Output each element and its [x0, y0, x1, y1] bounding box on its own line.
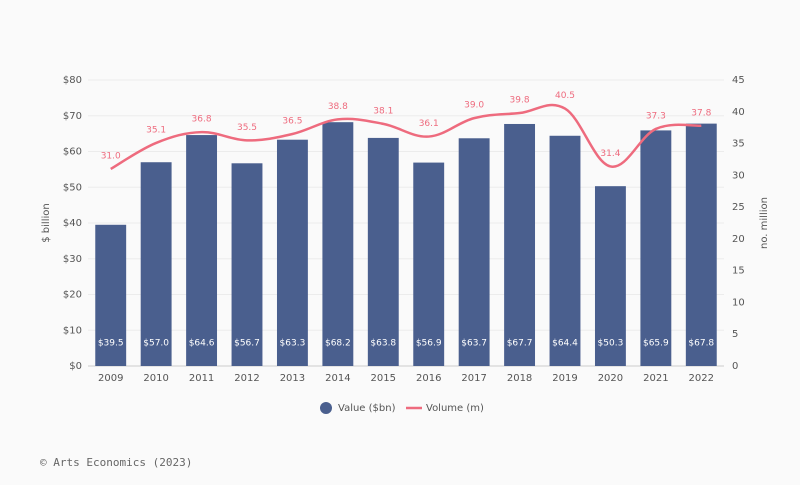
x-tick-label: 2011 [189, 373, 214, 384]
bar-label: $50.3 [598, 339, 624, 349]
y2-tick-label: 25 [732, 202, 745, 213]
y-tick-label: $70 [63, 111, 82, 122]
line-label: 36.8 [192, 115, 212, 125]
bar-label: $63.7 [461, 339, 487, 349]
x-tick-label: 2020 [598, 373, 623, 384]
line-label: 36.5 [282, 117, 302, 127]
bar [549, 135, 581, 366]
line [110, 103, 702, 171]
y2-tick-label: 45 [732, 75, 745, 86]
y2-tick-label: 20 [732, 234, 745, 245]
source: © Arts Economics (2023) [40, 456, 192, 469]
y2-tick-label: 10 [732, 297, 745, 308]
x-tick-label: 2019 [552, 373, 577, 384]
y-tick-label: $30 [63, 254, 82, 265]
x-tick-label: 2012 [234, 373, 259, 384]
bar-label: $64.4 [552, 339, 578, 349]
x-tick-label: 2018 [507, 373, 532, 384]
bar [231, 163, 263, 366]
y-tick-label: $60 [63, 147, 82, 158]
x-tick-label: 2016 [416, 373, 441, 384]
bar [140, 162, 172, 366]
x-tick-label: 2009 [98, 373, 123, 384]
x-tick-label: 2021 [643, 373, 668, 384]
y2-tick-label: 5 [732, 329, 738, 340]
y-tick-label: $0 [69, 361, 82, 372]
line-label: 39.8 [510, 96, 530, 106]
bar-label: $65.9 [643, 339, 669, 349]
bar-label: $57.0 [143, 339, 169, 349]
line-label: 31.0 [101, 151, 121, 161]
bar [685, 123, 717, 367]
bar [95, 224, 127, 366]
bar-label: $56.7 [234, 339, 260, 349]
line-label: 38.1 [373, 106, 393, 116]
y2-tick-label: 0 [732, 361, 738, 372]
y-tick-label: $20 [63, 290, 82, 301]
x-tick-label: 2014 [325, 373, 350, 384]
line-label: 35.5 [237, 123, 257, 133]
bar-label: $68.2 [325, 339, 351, 349]
y2-tick-label: 40 [732, 107, 745, 118]
line-label: 37.8 [691, 108, 711, 118]
x-tick-label: 2010 [143, 373, 168, 384]
bar-label: $67.7 [507, 339, 533, 349]
x-tick-label: 2017 [461, 373, 486, 384]
line-label: 40.5 [555, 91, 575, 101]
line-label: 38.8 [328, 102, 348, 112]
bar [186, 135, 218, 366]
legend-label: Value ($bn) [338, 403, 396, 414]
bar-label: $56.9 [416, 339, 442, 349]
line-label: 39.0 [464, 101, 484, 111]
y2-tick-label: 30 [732, 170, 745, 181]
x-tick-label: 2013 [280, 373, 305, 384]
y-tick-label: $40 [63, 218, 82, 229]
bar [640, 130, 672, 366]
line-label: 36.1 [419, 119, 439, 129]
line-label: 37.3 [646, 111, 666, 121]
bar-label: $63.8 [370, 339, 396, 349]
bar [276, 139, 308, 366]
y2-tick-label: 15 [732, 266, 745, 277]
bar [367, 137, 399, 366]
bar-label: $64.6 [189, 339, 215, 349]
bar [322, 122, 354, 366]
bar [594, 186, 626, 366]
x-tick-label: 2022 [689, 373, 714, 384]
y2-axis-label: no. million [759, 197, 770, 249]
bar-label: $67.8 [688, 339, 714, 349]
y-axis-label: $ billion [41, 203, 52, 242]
y-tick-label: $50 [63, 182, 82, 193]
y-tick-label: $80 [63, 75, 82, 86]
y2-tick-label: 35 [732, 139, 745, 150]
bar [413, 162, 445, 366]
y-tick-label: $10 [63, 325, 82, 336]
legend-label: Volume (m) [426, 403, 484, 414]
bar [504, 123, 536, 366]
x-tick-label: 2015 [371, 373, 396, 384]
line-label: 31.4 [600, 149, 620, 159]
bar-label: $63.3 [280, 339, 306, 349]
bar [458, 138, 490, 366]
line-label: 35.1 [146, 125, 166, 135]
legend-swatch [320, 402, 332, 414]
bar-label: $39.5 [98, 339, 124, 349]
